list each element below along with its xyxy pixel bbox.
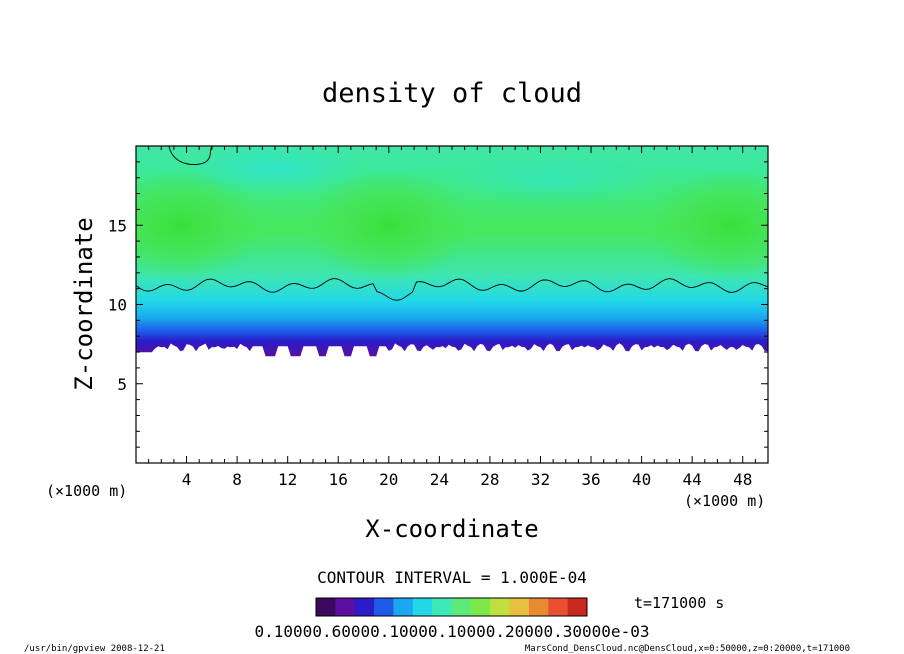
x-tick-label: 40 (632, 470, 651, 489)
colorbar-cell (412, 598, 433, 616)
y-tick-label: 10 (108, 296, 127, 315)
y-tick-labels: 5 10 15 (108, 216, 127, 394)
colorbar-cell (335, 598, 356, 616)
chart-title: density of cloud (322, 78, 582, 109)
colorbar (316, 598, 588, 616)
x-tick-label: 44 (683, 470, 702, 489)
x-unit-right: (×1000 m) (684, 492, 765, 510)
x-axis-label: X-coordinate (365, 515, 538, 543)
density-peak-region (303, 170, 474, 281)
x-tick-label: 32 (531, 470, 550, 489)
x-tick-label: 16 (329, 470, 348, 489)
x-tick-label: 20 (379, 470, 398, 489)
footer-left: /usr/bin/gpview 2008-12-21 (24, 644, 165, 654)
density-low-region (185, 146, 366, 198)
contour-interval: CONTOUR INTERVAL = 1.000E-04 (317, 568, 587, 587)
colorbar-cell (567, 598, 588, 616)
x-tick-label: 36 (581, 470, 600, 489)
contour-line (136, 278, 768, 301)
colorbar-labels: 0.10000.60000.10000.10000.20000.30000e-0… (255, 622, 650, 641)
y-tick-label: 5 (117, 375, 127, 394)
colorbar-cell (354, 598, 375, 616)
plot-area (136, 146, 768, 357)
time-label: t=171000 s (634, 594, 724, 612)
x-tick-label: 8 (232, 470, 242, 489)
axis-ticks (136, 146, 768, 463)
y-tick-label: 15 (108, 216, 127, 235)
colorbar-cell (374, 598, 394, 616)
x-tick-label: 24 (430, 470, 449, 489)
colorbar-cell (432, 598, 452, 616)
x-tick-label: 48 (733, 470, 752, 489)
colorbar-cell (451, 598, 472, 616)
density-low-region (443, 154, 664, 207)
y-axis-label: Z-coordinate (70, 217, 98, 390)
colorbar-cell (548, 598, 569, 616)
colorbar-frame (315, 597, 588, 617)
x-tick-label: 4 (182, 470, 192, 489)
colorbar-cell (509, 598, 530, 616)
colorbar-cell (470, 598, 491, 616)
colorbar-cell (528, 598, 549, 616)
colorbar-cell (316, 598, 336, 616)
contour-line (168, 146, 213, 165)
colorbar-cell (393, 598, 414, 616)
density-peak-region (136, 170, 266, 281)
footer-right: MarsCond_DensCloud.nc@DensCloud,x=0:5000… (525, 644, 850, 654)
density-peak-region (645, 170, 768, 281)
x-tick-labels: 4 8 12 16 20 24 28 32 36 40 44 48 (182, 470, 753, 489)
x-tick-label: 28 (480, 470, 499, 489)
x-unit-left: (×1000 m) (46, 482, 127, 500)
cloud-field (136, 146, 768, 357)
x-tick-label: 12 (278, 470, 297, 489)
colorbar-cell (490, 598, 511, 616)
